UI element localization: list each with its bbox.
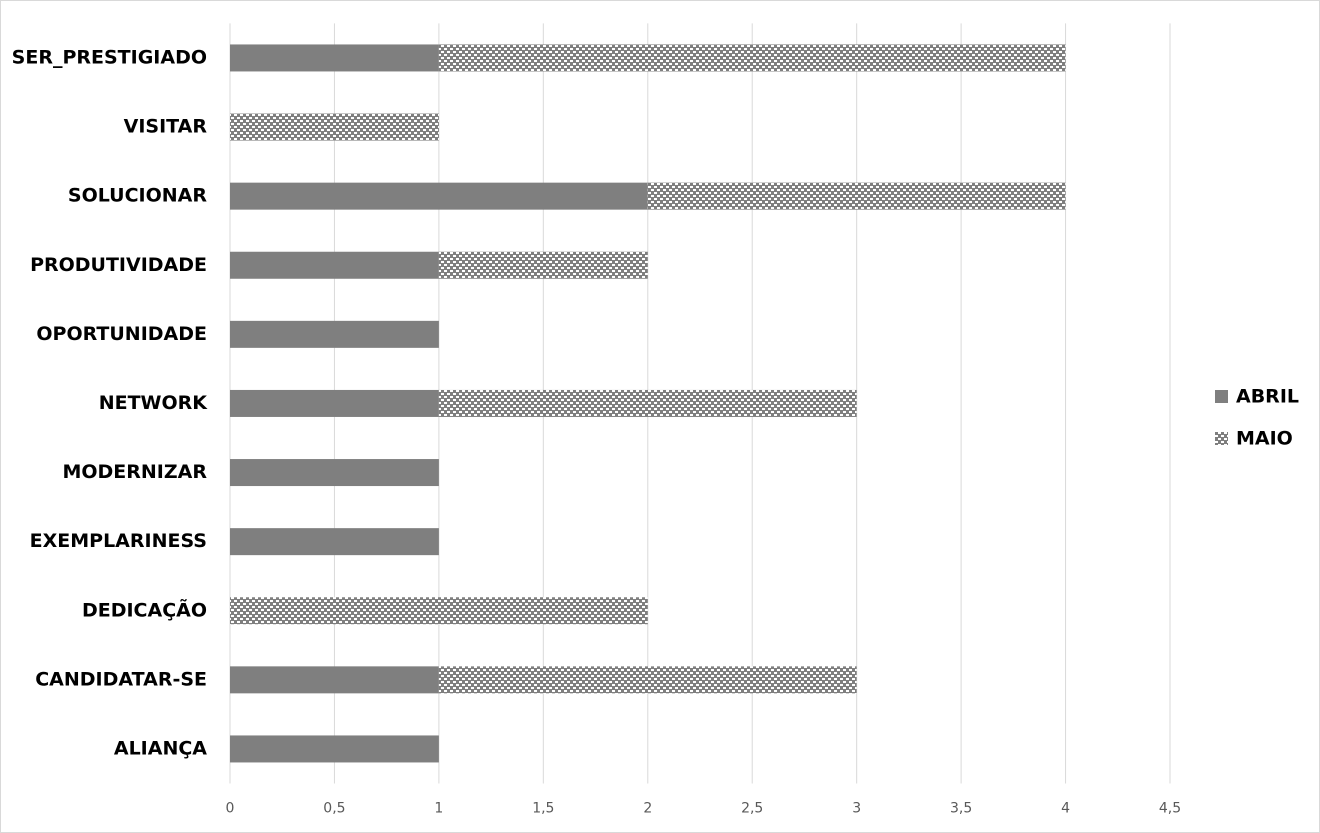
y-tick-label: OPORTUNIDADE [36, 323, 207, 345]
bar-segment [438, 666, 857, 694]
y-tick-label: NETWORK [99, 392, 209, 414]
bar-segment [230, 459, 439, 487]
x-tick-label: 2 [643, 801, 652, 817]
x-tick-label: 4 [1061, 801, 1070, 817]
bar-segment [230, 113, 439, 141]
y-tick-label: SER_PRESTIGIADO [12, 46, 207, 68]
bar-segment [230, 735, 439, 763]
x-tick-label: 0,5 [323, 801, 345, 817]
x-tick-label: 1,5 [532, 801, 554, 817]
y-tick-label: PRODUTIVIDADE [30, 254, 207, 276]
y-tick-label: VISITAR [124, 116, 208, 138]
legend-label: MAIO [1236, 428, 1293, 450]
bar-segment [230, 182, 648, 210]
y-tick-label: CANDIDATAR-SE [35, 668, 207, 690]
x-tick-label: 3 [852, 801, 861, 817]
bar-segment [438, 389, 857, 417]
y-tick-label: ALIANÇA [114, 737, 207, 759]
y-tick-label: DEDICAÇÃO [82, 597, 207, 621]
legend-swatch [1215, 390, 1228, 403]
bar-segment [647, 182, 1066, 210]
y-tick-label: EXEMPLARINESS [30, 530, 207, 552]
x-tick-label: 4,5 [1159, 801, 1181, 817]
bar-segment [230, 597, 648, 625]
y-tick-label: MODERNIZAR [62, 461, 207, 483]
bar-segment [230, 528, 439, 556]
bar-segment [230, 666, 439, 694]
legend-swatch [1215, 432, 1228, 445]
bar-segment [230, 251, 439, 279]
bar-segment [438, 44, 1066, 72]
y-tick-label: SOLUCIONAR [68, 185, 207, 207]
bar-segment [438, 251, 648, 279]
x-tick-label: 3,5 [950, 801, 972, 817]
bar-segment [230, 320, 439, 348]
x-tick-label: 1 [434, 801, 443, 817]
legend-label: ABRIL [1236, 386, 1299, 408]
x-tick-label: 0 [226, 801, 235, 817]
x-tick-label: 2,5 [741, 801, 763, 817]
bar-segment [230, 44, 439, 72]
bar-segment [230, 389, 439, 417]
